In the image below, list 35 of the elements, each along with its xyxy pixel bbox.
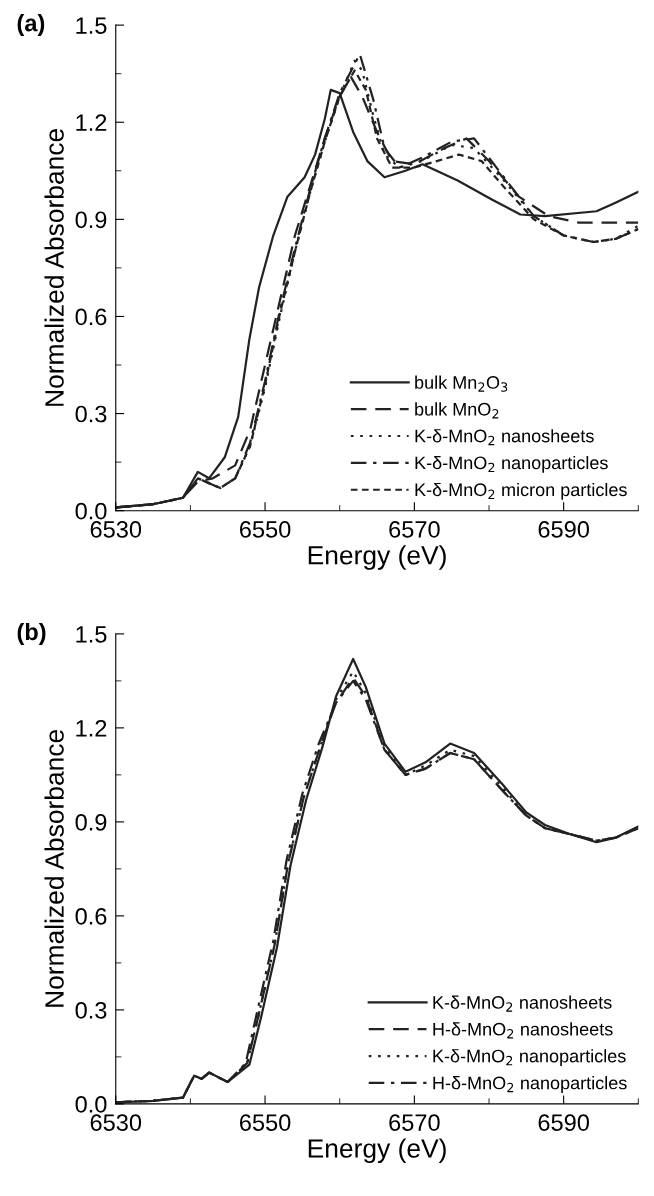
legend-label: bulk Mn$_{2}$O$_{3}$ bbox=[415, 375, 508, 392]
legend-label: H-δ-MnO$_{2}$ nanoparticles bbox=[433, 1076, 627, 1093]
y-axis-title: Normalized Absorbance bbox=[44, 128, 64, 406]
y-tick-label: 0.0 bbox=[75, 1095, 107, 1113]
x-tick-label: 6590 bbox=[538, 521, 589, 538]
y-tick-label: 1.5 bbox=[76, 17, 107, 34]
y-tick-label: 1.2 bbox=[76, 719, 107, 737]
x-tick-label: 6550 bbox=[240, 521, 291, 538]
legend-label: K-δ-MnO$_{2}$ nanoparticles bbox=[433, 1049, 626, 1067]
y-tick-label: 1.2 bbox=[76, 114, 107, 131]
y-tick-label: 0.9 bbox=[75, 211, 107, 229]
y-tick-label: 0.3 bbox=[75, 405, 107, 423]
x-tick-label: 6530 bbox=[90, 1114, 142, 1131]
text: (b) bbox=[17, 622, 46, 645]
y-tick-label: 0.9 bbox=[75, 813, 107, 831]
y-tick-label: 0.6 bbox=[75, 308, 107, 326]
legend-label: K-δ-MnO$_{2}$ nanoparticles bbox=[415, 455, 608, 473]
legend-label: bulk MnO$_{2}$ bbox=[415, 402, 499, 419]
x-axis-title: Energy (eV) bbox=[308, 545, 446, 570]
x-tick-label: 6530 bbox=[90, 521, 142, 538]
x-tick-label: 6570 bbox=[389, 1114, 440, 1131]
legend-label: H-δ-MnO$_{2}$ nanosheets bbox=[433, 1022, 613, 1039]
x-tick-label: 6550 bbox=[240, 1114, 291, 1131]
legend-label: K-δ-MnO$_{2}$ nanosheets bbox=[415, 429, 594, 446]
y-tick-label: 1.5 bbox=[76, 626, 107, 643]
x-tick-label: 6590 bbox=[538, 1114, 589, 1131]
y-tick-label: 0.3 bbox=[75, 1001, 107, 1019]
legend-label: K-δ-MnO$_{2}$ micron particles bbox=[415, 482, 627, 500]
y-axis-title: Normalized Absorbance bbox=[44, 729, 64, 1007]
y-tick-label: 0.6 bbox=[75, 907, 107, 925]
x-tick-label: 6570 bbox=[389, 521, 440, 538]
legend-label: K-δ-MnO$_{2}$ nanosheets bbox=[433, 995, 612, 1012]
x-axis-title: Energy (eV) bbox=[308, 1138, 446, 1164]
y-tick-label: 0.0 bbox=[75, 502, 107, 520]
text: (a) bbox=[17, 14, 45, 37]
